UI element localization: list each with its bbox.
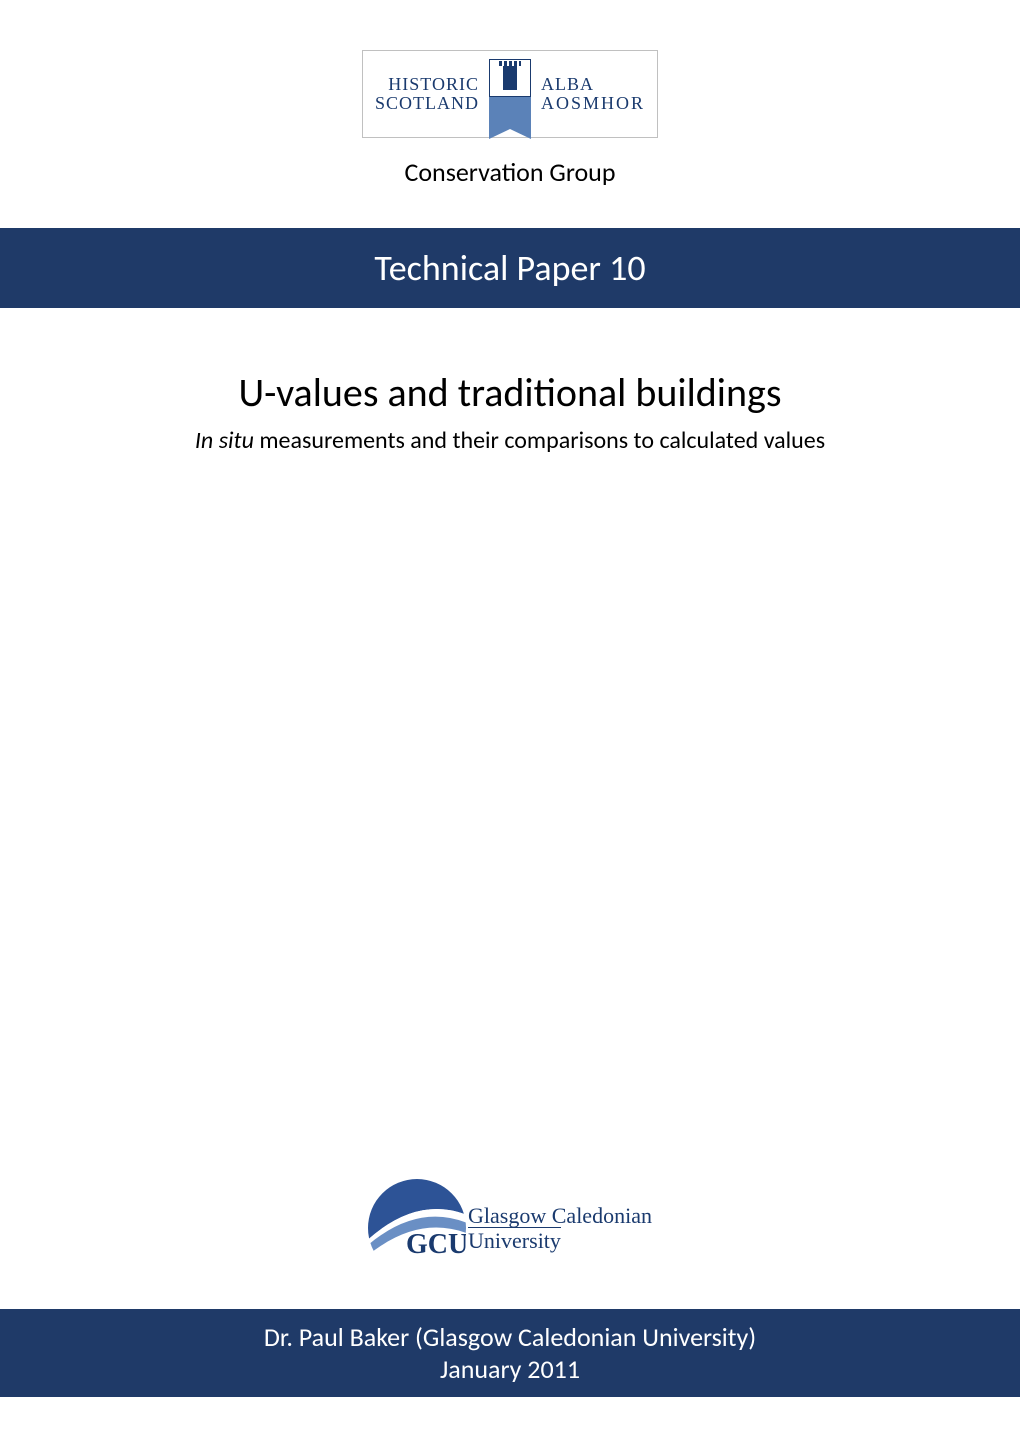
document-cover-page: HISTORIC SCOTLAND ALBA AOSMHOR Conservat… [0, 0, 1020, 1442]
gcu-acronym-text: GCU [406, 1229, 466, 1260]
gcu-logo-inner: GCU Glasgow Caledonian University [368, 1179, 652, 1277]
hs-right-line1: ALBA [541, 75, 645, 94]
hs-logo-left-text: HISTORIC SCOTLAND [375, 75, 479, 113]
flag-pennant-icon [489, 97, 531, 129]
footer-date-line: January 2011 [0, 1353, 1020, 1385]
subtitle-rest: measurements and their comparisons to ca… [254, 426, 825, 455]
footer-banner: Dr. Paul Baker (Glasgow Caledonian Unive… [0, 1309, 1020, 1397]
banner-text: Technical Paper 10 [0, 246, 1020, 290]
footer-author-line: Dr. Paul Baker (Glasgow Caledonian Unive… [0, 1321, 1020, 1353]
hs-logo-inner: HISTORIC SCOTLAND ALBA AOSMHOR [375, 59, 645, 129]
hs-left-line2: SCOTLAND [375, 94, 479, 113]
top-logo-area: HISTORIC SCOTLAND ALBA AOSMHOR Conservat… [0, 0, 1020, 188]
gcu-swoosh-icon: GCU [368, 1179, 466, 1277]
technical-paper-banner: Technical Paper 10 [0, 228, 1020, 308]
hs-right-line2: AOSMHOR [541, 94, 645, 113]
title-section: U-values and traditional buildings In si… [0, 368, 1020, 456]
castle-icon [489, 59, 531, 97]
gcu-line2: University [468, 1227, 561, 1252]
hs-left-line1: HISTORIC [375, 75, 479, 94]
castle-building-icon [503, 66, 517, 90]
gcu-logo-area: GCU Glasgow Caledonian University [0, 1179, 1020, 1282]
document-subtitle: In situ measurements and their compariso… [100, 425, 920, 456]
castle-flag-icon [489, 59, 531, 129]
gcu-logo: GCU Glasgow Caledonian University [368, 1179, 652, 1277]
conservation-group-label: Conservation Group [0, 156, 1020, 188]
hs-logo-right-text: ALBA AOSMHOR [541, 75, 645, 113]
historic-scotland-logo: HISTORIC SCOTLAND ALBA AOSMHOR [362, 50, 658, 138]
gcu-line1: Glasgow Caledonian [468, 1205, 652, 1227]
subtitle-italic: In situ [195, 426, 254, 455]
gcu-text-block: Glasgow Caledonian University [468, 1205, 652, 1252]
document-main-title: U-values and traditional buildings [100, 368, 920, 417]
